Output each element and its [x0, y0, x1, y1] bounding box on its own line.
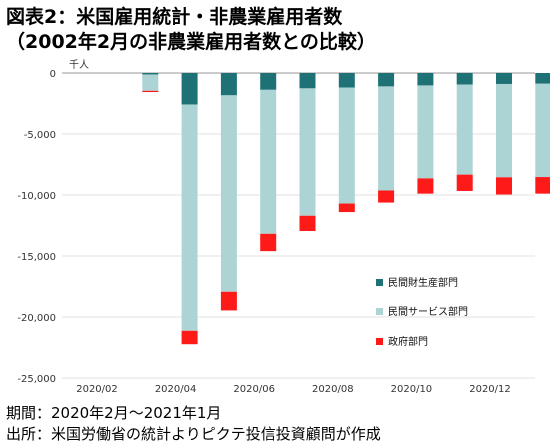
- legend-label: 民間財生産部門: [388, 276, 458, 289]
- bar-segment: [299, 73, 316, 89]
- x-tick-label: 2020/04: [155, 384, 197, 395]
- bar-segment: [299, 88, 316, 216]
- bar-segment: [181, 73, 198, 105]
- bar-segment: [535, 73, 550, 84]
- y-tick-label: -25,000: [17, 374, 56, 385]
- bar-segment: [220, 73, 237, 96]
- bar-segment: [417, 73, 434, 86]
- chart-title-line1: 図表2：米国雇用統計・非農業雇用者数: [6, 6, 343, 28]
- legend-swatch: [376, 338, 383, 345]
- bar-segment: [496, 177, 512, 195]
- legend-swatch: [376, 308, 383, 315]
- bar-segment: [535, 177, 550, 194]
- footnote-period: 期間：2020年2月～2021年1月: [6, 404, 222, 422]
- bar-segment: [378, 73, 395, 87]
- x-tick-label: 2020/08: [312, 384, 354, 395]
- x-tick-label: 2020/02: [76, 384, 118, 395]
- bar-segment: [456, 84, 473, 175]
- bar-segment: [142, 74, 159, 91]
- bar-segment: [535, 83, 550, 178]
- footnote-source: 出所：米国労働省の統計よりピクテ投信投資顧問が作成: [6, 425, 381, 443]
- y-tick-label: -10,000: [17, 191, 56, 202]
- x-axis: 2020/02 2020/04 2020/06 2020/08 2020/10 2020/…: [76, 384, 511, 395]
- x-tick-label: 2020/10: [391, 384, 433, 395]
- legend-label: 政府部門: [388, 335, 428, 348]
- bar-segment: [456, 73, 473, 85]
- bar-segment: [299, 215, 316, 231]
- chart-title-line2: （2002年2月の非農業雇用者数との比較）: [6, 31, 376, 53]
- y-tick-label: -15,000: [17, 252, 56, 263]
- x-tick-label: 2020/06: [233, 384, 275, 395]
- bar-segment: [181, 104, 198, 331]
- bar-segment: [496, 83, 512, 178]
- y-axis: 0 -5,000 -10,000 -15,000 -20,000 -25,000: [17, 69, 56, 385]
- bar-segment: [260, 233, 277, 252]
- bar-segment: [181, 330, 198, 345]
- bar-segment: [220, 95, 237, 292]
- bar-segment: [260, 73, 277, 90]
- bar-segment: [338, 73, 355, 88]
- y-tick-label: -5,000: [24, 130, 56, 141]
- bar-segment: [220, 291, 237, 311]
- bar-segment: [338, 203, 355, 213]
- bar-segment: [417, 85, 434, 179]
- y-tick-label: 0: [50, 69, 56, 80]
- bar-segment: [338, 87, 355, 204]
- bar-segment: [260, 89, 277, 234]
- legend-label: 民間サービス部門: [388, 305, 468, 318]
- bar-segment: [378, 86, 395, 191]
- bar-segment: [142, 73, 159, 75]
- bar-segment: [142, 90, 159, 93]
- bar-segment: [378, 190, 395, 203]
- x-tick-label: 2020/12: [469, 384, 511, 395]
- legend-swatch: [376, 279, 383, 286]
- stacked-bar-chart: 0 -5,000 -10,000 -15,000 -20,000 -25,000 千人 2…: [17, 59, 550, 395]
- bar-segment: [456, 174, 473, 191]
- bars: [142, 73, 550, 345]
- bar-segment: [496, 73, 512, 84]
- y-tick-label: -20,000: [17, 313, 56, 324]
- gridlines: [62, 72, 535, 379]
- bar-segment: [417, 178, 434, 194]
- y-axis-unit-label: 千人: [69, 59, 89, 71]
